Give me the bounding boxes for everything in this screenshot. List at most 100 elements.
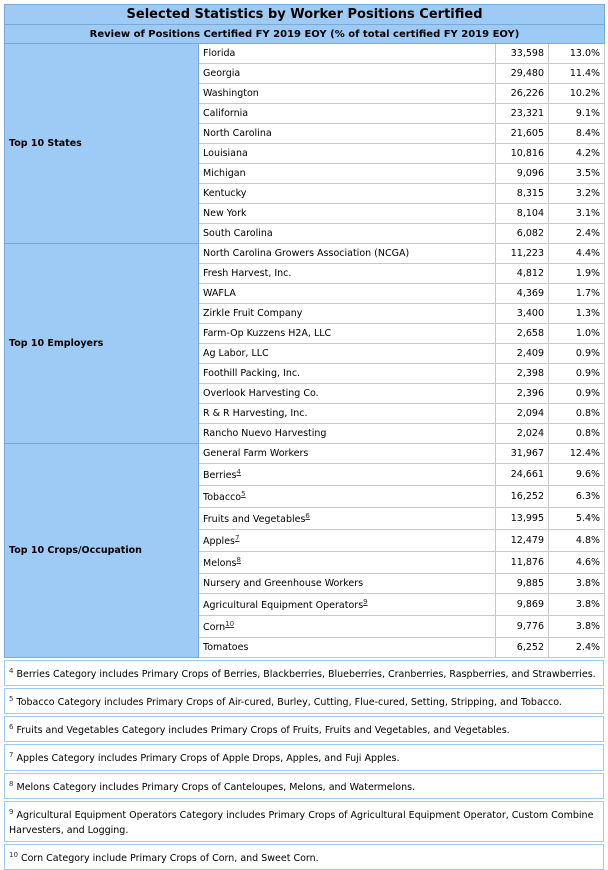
percent: 4.8%	[547, 529, 606, 552]
count: 13,995	[495, 507, 549, 530]
percent: 3.8%	[547, 615, 606, 638]
row-name-text: South Carolina	[203, 228, 273, 239]
data-row: Top 10 States Florida 33,598 13.0%	[4, 43, 606, 244]
footnote-text: Melons Category includes Primary Crops o…	[16, 781, 416, 793]
row-name: South Carolina	[198, 223, 496, 244]
data-row: Washington 26,226 10.2%	[5, 83, 606, 104]
count: 2,398	[495, 363, 549, 384]
count: 2,094	[495, 403, 549, 424]
row-name: Agricultural Equipment Operators9	[198, 593, 496, 616]
footnote-mark: 8	[9, 779, 14, 788]
footnote-text: Agricultural Equipment Operators Categor…	[9, 809, 594, 836]
percent: 6.3%	[547, 485, 606, 508]
subtitle-row: Review of Positions Certified FY 2019 EO…	[3, 24, 606, 44]
row-name-text: Louisiana	[203, 148, 248, 159]
count: 4,369	[495, 283, 549, 304]
section-label: Top 10 States	[4, 43, 199, 244]
row-name-text: Farm-Op Kuzzens H2A, LLC	[203, 328, 332, 339]
row-name-text: Apples	[203, 536, 235, 548]
percent: 12.4%	[547, 443, 606, 464]
row-name-text: Zirkle Fruit Company	[203, 308, 303, 319]
percent: 4.4%	[547, 243, 606, 264]
row-name: Apples7	[198, 529, 496, 552]
title-row: Selected Statistics by Worker Positions …	[3, 4, 606, 25]
row-name-text: Tobacco	[203, 492, 242, 504]
footnote-ref: 5	[241, 489, 246, 498]
data-row: Top 10 Crops/Occupation General Farm Work…	[4, 443, 606, 658]
count: 11,223	[495, 243, 549, 264]
row-name-text: General Farm Workers	[203, 448, 309, 459]
data-row: Kentucky 8,315 3.2%	[5, 183, 606, 204]
row-name-text: Georgia	[203, 68, 241, 79]
percent: 8.4%	[547, 123, 606, 144]
footnote: 7 Apples Category includes Primary Crops…	[4, 744, 604, 771]
row-name-text: California	[203, 108, 249, 119]
row-name-text: New York	[203, 208, 247, 219]
percent: 3.2%	[547, 183, 606, 204]
percent: 2.4%	[547, 637, 606, 658]
row-name-text: Corn	[203, 622, 226, 634]
row-name: Louisiana	[198, 143, 496, 164]
row-name-text: Rancho Nuevo Harvesting	[203, 428, 327, 439]
percent: 11.4%	[547, 63, 606, 84]
data-row: Agricultural Equipment Operators9 9,869 3.…	[5, 593, 606, 616]
footnote: 4 Berries Category includes Primary Crop…	[4, 660, 604, 687]
row-name: North Carolina	[198, 123, 496, 144]
count: 26,226	[495, 83, 549, 104]
percent: 0.9%	[547, 363, 606, 384]
count: 33,598	[495, 43, 549, 64]
percent: 1.7%	[547, 283, 606, 304]
data-row: Overlook Harvesting Co. 2,396 0.9%	[5, 383, 606, 404]
count: 10,816	[495, 143, 549, 164]
row-name: Tobacco5	[198, 485, 496, 508]
row-name-text: Overlook Harvesting Co.	[203, 388, 319, 399]
percent: 0.9%	[547, 383, 606, 404]
footnotes: 4 Berries Category includes Primary Crop…	[4, 660, 604, 870]
row-name-text: WAFLA	[203, 288, 236, 299]
row-name-text: Agricultural Equipment Operators	[203, 600, 364, 612]
title: Selected Statistics by Worker Positions …	[3, 4, 606, 25]
count: 11,876	[495, 551, 549, 574]
percent: 10.2%	[547, 83, 606, 104]
data-row: North Carolina 21,605 8.4%	[5, 123, 606, 144]
row-name-text: North Carolina Growers Association (NCGA…	[203, 248, 410, 259]
count: 6,082	[495, 223, 549, 244]
data-row: Farm-Op Kuzzens H2A, LLC 2,658 1.0%	[5, 323, 606, 344]
footnote: 6 Fruits and Vegetables Category include…	[4, 716, 604, 743]
report: Selected Statistics by Worker Positions …	[3, 4, 606, 870]
percent: 3.5%	[547, 163, 606, 184]
footnote: 9 Agricultural Equipment Operators Categ…	[4, 800, 604, 842]
row-name: Tomatoes	[198, 637, 496, 658]
percent: 1.9%	[547, 263, 606, 284]
count: 21,605	[495, 123, 549, 144]
row-name-text: Foothill Packing, Inc.	[203, 368, 301, 379]
count: 2,396	[495, 383, 549, 404]
row-name: General Farm Workers	[198, 443, 496, 464]
row-name: Washington	[198, 83, 496, 104]
footnote: 5 Tobacco Category includes Primary Crop…	[4, 688, 604, 715]
count: 31,967	[495, 443, 549, 464]
data-row: Tomatoes 6,252 2.4%	[5, 637, 606, 658]
percent: 4.6%	[547, 551, 606, 574]
count: 3,400	[495, 303, 549, 324]
row-name: Fruits and Vegetables6	[198, 507, 496, 530]
footnote-text: Fruits and Vegetables Category includes …	[16, 725, 510, 737]
count: 12,479	[495, 529, 549, 552]
percent: 0.8%	[547, 403, 606, 424]
row-name: Corn10	[198, 615, 496, 638]
row-name-text: Michigan	[203, 168, 246, 179]
row-name: Fresh Harvest, Inc.	[198, 263, 496, 284]
row-name: California	[198, 103, 496, 124]
row-name: Overlook Harvesting Co.	[198, 383, 496, 404]
row-name: Rancho Nuevo Harvesting	[198, 423, 496, 444]
footnote-mark: 9	[9, 807, 14, 816]
row-name: Foothill Packing, Inc.	[198, 363, 496, 384]
row-name-text: Nursery and Greenhouse Workers	[203, 578, 364, 589]
percent: 2.4%	[547, 223, 606, 244]
row-name: Zirkle Fruit Company	[198, 303, 496, 324]
footnote-ref: 9	[363, 597, 368, 606]
count: 2,658	[495, 323, 549, 344]
row-name: Michigan	[198, 163, 496, 184]
row-name-text: Ag Labor, LLC	[203, 348, 269, 359]
